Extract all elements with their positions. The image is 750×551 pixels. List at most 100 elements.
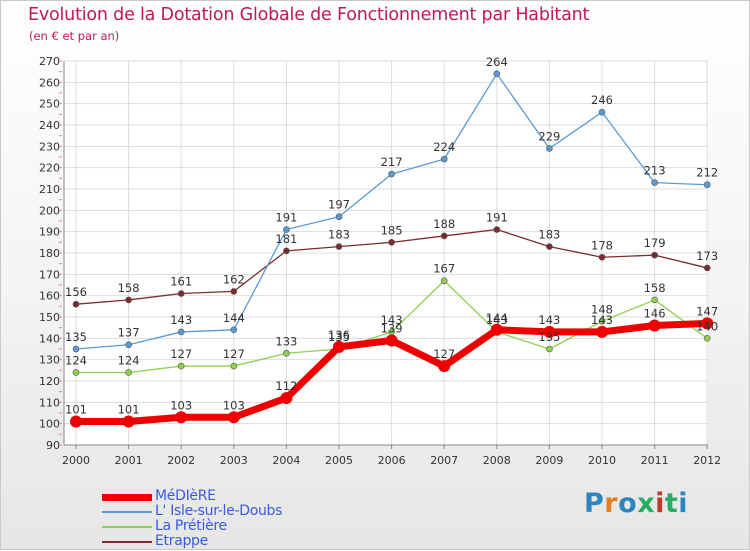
y-tick-label: 120 — [39, 375, 60, 388]
y-tick-label: 150 — [39, 311, 60, 324]
data-label: 127 — [170, 347, 192, 361]
data-point — [335, 213, 343, 221]
x-tick-label: 2009 — [535, 454, 563, 467]
data-label: 212 — [696, 166, 718, 180]
data-point — [70, 415, 82, 428]
data-point — [122, 415, 135, 428]
data-label: 173 — [696, 249, 718, 263]
y-tick-label: 100 — [39, 418, 60, 431]
data-point — [440, 277, 448, 285]
data-label: 140 — [696, 319, 718, 333]
data-label: 103 — [170, 398, 192, 412]
data-point — [651, 251, 658, 259]
data-label: 101 — [65, 403, 87, 417]
data-point — [703, 181, 711, 189]
data-point — [125, 296, 132, 304]
data-point — [598, 108, 606, 116]
x-tick-label: 2007 — [430, 454, 458, 467]
y-tick-label: 180 — [39, 247, 60, 260]
data-label: 148 — [591, 302, 613, 316]
data-label: 229 — [538, 129, 560, 143]
y-tick-label: 170 — [39, 268, 60, 281]
data-label: 197 — [328, 198, 350, 212]
data-label: 124 — [65, 353, 87, 367]
data-point — [227, 411, 240, 424]
data-point — [438, 360, 451, 373]
legend-swatch — [102, 493, 152, 501]
data-label: 183 — [328, 228, 350, 242]
chart-subtitle: (en € et par an) — [29, 29, 120, 43]
data-point — [177, 328, 185, 336]
legend-label: L' Isle-sur-le-Doubs — [155, 503, 283, 519]
data-point — [493, 226, 501, 233]
legend-label: MéDIèRE — [155, 488, 216, 504]
data-label: 183 — [538, 228, 560, 242]
data-label: 224 — [433, 140, 455, 154]
data-point — [280, 392, 293, 405]
data-point — [596, 325, 608, 338]
y-tick-label: 130 — [39, 354, 60, 367]
data-label: 112 — [275, 379, 297, 393]
data-label: 181 — [275, 232, 297, 246]
y-tick-label: 260 — [39, 76, 60, 89]
data-label: 158 — [118, 281, 140, 295]
data-label: 147 — [696, 304, 718, 318]
data-point — [125, 341, 132, 349]
data-label: 213 — [644, 164, 666, 178]
chart-title: Evolution de la Dotation Globale de Fonc… — [28, 5, 590, 25]
data-point — [177, 362, 185, 370]
legend-label: La Prétière — [155, 518, 227, 534]
x-tick-label: 2011 — [641, 454, 669, 467]
data-point — [701, 317, 714, 330]
data-label: 191 — [486, 211, 508, 225]
data-label: 143 — [538, 313, 560, 327]
legend-label: Etrappe — [155, 533, 208, 549]
data-point — [546, 345, 553, 353]
data-label: 246 — [591, 93, 613, 107]
data-point — [177, 290, 185, 297]
data-label: 161 — [170, 275, 192, 289]
data-label: 135 — [65, 330, 87, 344]
data-label: 139 — [381, 321, 403, 335]
x-tick-label: 2005 — [325, 454, 353, 467]
data-label: 144 — [486, 311, 508, 325]
data-point — [651, 179, 658, 186]
data-label: 127 — [433, 347, 455, 361]
y-tick-label: 230 — [39, 140, 60, 153]
data-label: 103 — [223, 398, 245, 412]
data-label: 179 — [644, 236, 666, 250]
data-label: 135 — [328, 330, 350, 344]
data-point — [283, 226, 290, 233]
legend-swatch — [102, 511, 152, 513]
x-tick-label: 2012 — [693, 454, 721, 467]
data-point — [230, 326, 238, 334]
data-point — [651, 296, 658, 304]
y-tick-label: 270 — [39, 55, 60, 68]
data-label: 146 — [644, 307, 666, 321]
data-label: 156 — [65, 285, 87, 299]
legend-swatch — [102, 541, 152, 543]
data-label: 217 — [381, 155, 403, 169]
data-point — [388, 239, 395, 246]
data-label: 188 — [433, 217, 455, 231]
data-label: 167 — [433, 262, 455, 276]
data-point — [335, 243, 343, 250]
data-label: 191 — [275, 211, 297, 225]
data-point — [703, 335, 711, 342]
data-point — [283, 349, 290, 357]
data-label: 135 — [538, 330, 560, 344]
y-tick-label: 240 — [39, 119, 60, 132]
proxiti-logo: Proxiti — [584, 488, 689, 519]
y-tick-label: 250 — [39, 98, 60, 111]
x-tick-label: 2006 — [378, 454, 406, 467]
data-point — [546, 243, 553, 250]
data-label: 143 — [486, 313, 508, 327]
y-tick-label: 140 — [39, 332, 60, 345]
x-tick-label: 2001 — [115, 454, 143, 467]
data-label: 144 — [223, 311, 245, 325]
data-label: 133 — [275, 334, 297, 348]
data-point — [385, 334, 398, 347]
data-label: 143 — [591, 313, 613, 327]
